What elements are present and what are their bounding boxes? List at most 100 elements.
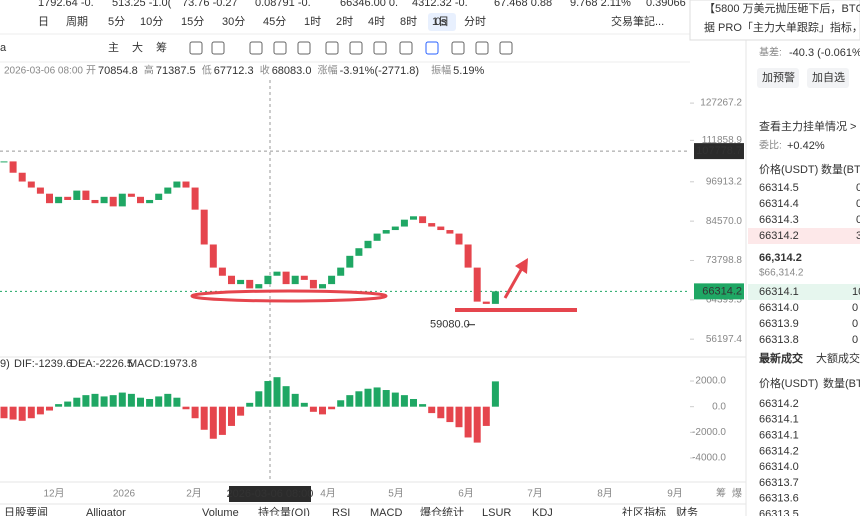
button-bg[interactable]: [757, 68, 799, 88]
bottom-tab[interactable]: LSUR: [482, 507, 511, 516]
macd-bar: [82, 395, 90, 407]
trade-price: 66313.5: [759, 509, 799, 516]
period[interactable]: 分时: [464, 15, 486, 28]
macd-bar: [309, 406, 317, 412]
tool[interactable]: 主: [108, 41, 119, 54]
bottom-tab[interactable]: 爆仓统计: [420, 505, 464, 516]
news-popup[interactable]: [689, 0, 860, 41]
tool-icon[interactable]: [349, 41, 363, 55]
period[interactable]: 45分: [263, 15, 286, 28]
bottom-tab[interactable]: 社区指标: [622, 505, 666, 516]
period[interactable]: 30分: [222, 15, 245, 28]
period[interactable]: 1时: [304, 15, 321, 28]
bottom-tab[interactable]: 财务: [676, 505, 698, 516]
macd-bar: [64, 401, 72, 407]
candle: [491, 291, 499, 304]
bottom-tab[interactable]: Volume: [202, 507, 239, 516]
y-tick-label: -4000.0: [692, 453, 726, 464]
tool-icon[interactable]: [425, 41, 439, 55]
macd-bar: [46, 406, 53, 411]
macd-bar: [191, 406, 199, 419]
tool-icon[interactable]: [249, 41, 263, 55]
candle: [337, 267, 345, 276]
macd-bar: [410, 398, 417, 407]
tool[interactable]: a: [0, 42, 7, 54]
period[interactable]: 10分: [140, 15, 163, 28]
timer[interactable]: 0s: [435, 16, 447, 28]
tool[interactable]: 筹: [156, 40, 167, 54]
last-price-label: 66314.2: [702, 285, 742, 297]
candle: [237, 279, 245, 285]
macd-bar: [364, 388, 372, 407]
macd-bar: [246, 402, 254, 407]
candle: [264, 275, 272, 285]
period[interactable]: 15分: [181, 15, 204, 28]
button-bg[interactable]: [807, 68, 849, 88]
macd-bar: [464, 406, 472, 438]
candle: [328, 275, 336, 285]
news[interactable]: 【5800 万美元抛压砸下后，BTC: [704, 1, 860, 15]
candle: [18, 172, 26, 182]
candle: [455, 233, 463, 245]
tool-icon[interactable]: [475, 41, 489, 55]
bottom-tab[interactable]: KDJ: [532, 507, 553, 516]
bottom-tab[interactable]: 日股要闻: [4, 505, 48, 516]
tool-icon[interactable]: [189, 41, 203, 55]
info-value: 71387.5: [156, 65, 196, 77]
trade-price: 66314.0: [759, 461, 799, 473]
tool-icon[interactable]: [273, 41, 287, 55]
period[interactable]: 4时: [368, 15, 385, 28]
macd-bar: [18, 406, 26, 421]
candle: [191, 187, 199, 210]
ratio-label: 委比:: [759, 139, 782, 152]
button[interactable]: 加自选: [812, 71, 845, 84]
tool-icon[interactable]: [325, 41, 339, 55]
tool-icon[interactable]: [211, 41, 225, 55]
candle: [437, 226, 445, 231]
candle: [218, 267, 226, 276]
depth-link[interactable]: 查看主力挂单情况 >: [759, 119, 856, 133]
toolbar-periods[interactable]: 周期: [66, 15, 88, 28]
book-header: 数量(BT: [821, 163, 860, 176]
y-tick-label: 56197.4: [706, 334, 743, 345]
tool-icon[interactable]: [373, 41, 387, 55]
macd-bar: [491, 381, 499, 407]
tool-icon[interactable]: [499, 41, 513, 55]
trade-price: 66313.7: [759, 477, 799, 489]
tool[interactable]: 大: [132, 40, 143, 54]
macd-bar: [337, 400, 345, 407]
corner: 筹: [716, 487, 726, 500]
macd-bar: [137, 397, 144, 407]
toolbar-day[interactable]: 日: [38, 16, 49, 28]
period[interactable]: 8时: [400, 15, 417, 28]
bottom-tab[interactable]: RSI: [332, 507, 350, 516]
trade-tab[interactable]: 最新成交: [759, 351, 803, 365]
news[interactable]: 据 PRO「主力大单跟踪」指标，: [704, 20, 860, 34]
trade-tab[interactable]: 大额成交: [816, 351, 860, 365]
notes[interactable]: 交易筆記...: [611, 14, 664, 28]
macd-bar: [273, 377, 281, 407]
period[interactable]: 5分: [108, 15, 125, 28]
tool-icon[interactable]: [451, 41, 465, 55]
period[interactable]: 2时: [336, 15, 353, 28]
button[interactable]: 加预警: [762, 70, 795, 84]
y-tick-label: 127267.2: [700, 98, 742, 109]
tool-icon[interactable]: [399, 41, 413, 55]
trade-price: 66313.6: [759, 493, 799, 505]
candle: [73, 190, 81, 200]
tool-icon[interactable]: [297, 41, 311, 55]
trade-header: 数量(BT: [823, 377, 860, 390]
ticker: 9.768 2.11%: [570, 0, 631, 9]
period[interactable]: 1日: [432, 16, 449, 28]
ask-price: 66314.4: [759, 198, 799, 210]
last-trade: 66,314.2: [759, 252, 802, 264]
bottom-tab[interactable]: MACD: [370, 507, 402, 516]
candle: [46, 193, 53, 204]
bottom-tab[interactable]: 持仓量(OI): [258, 505, 310, 516]
ask-price: 66314.3: [759, 214, 799, 226]
macd-bar: [9, 406, 17, 420]
macd-bar: [428, 406, 436, 414]
bottom-tab[interactable]: Alligator: [86, 507, 126, 516]
macd-bar: [237, 406, 245, 416]
